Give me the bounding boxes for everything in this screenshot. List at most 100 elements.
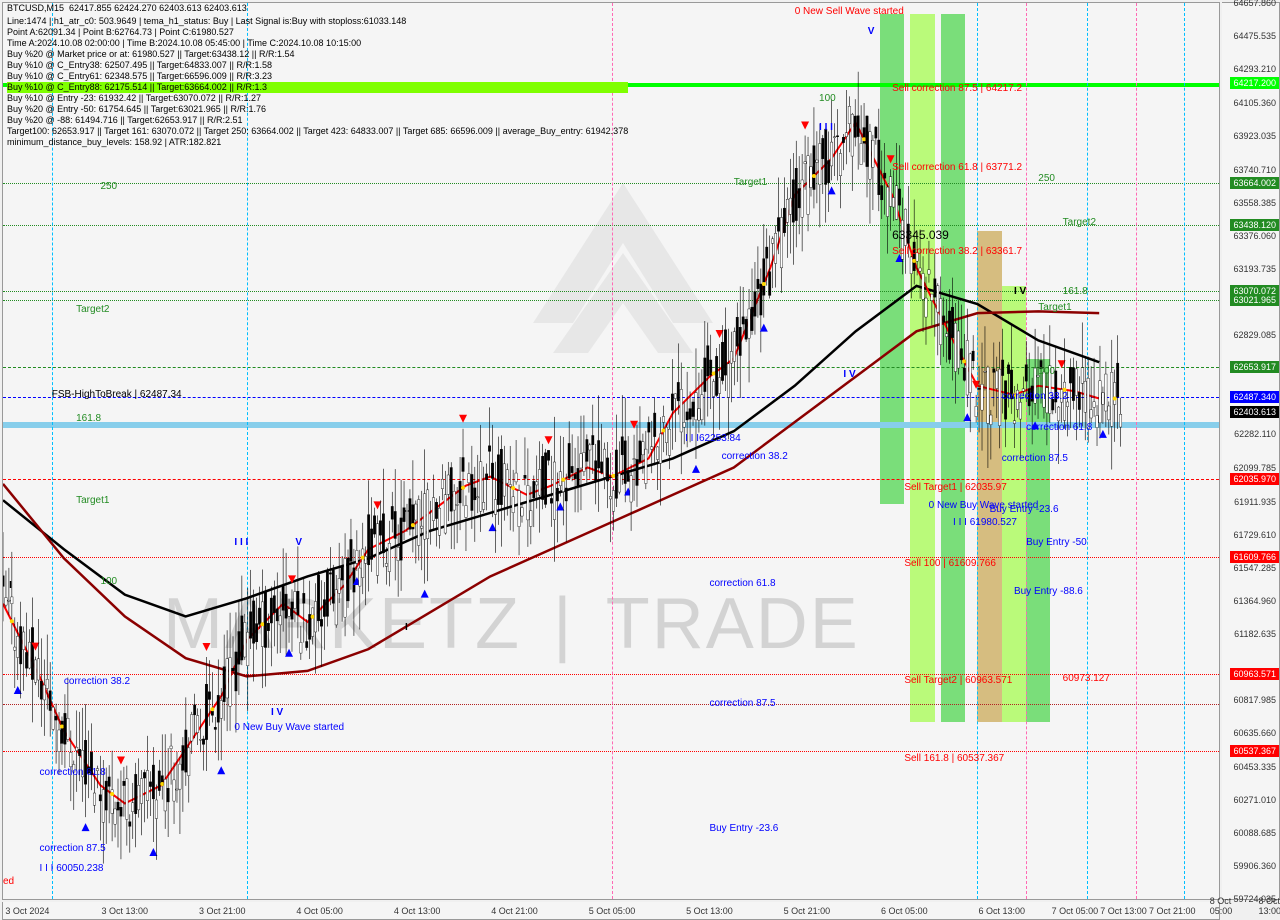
annotation: correction 87.5 [1002, 453, 1068, 464]
y-tick: 64105.360 [1233, 98, 1276, 108]
annotation: Target1 [734, 177, 767, 188]
annotation: correction 61.8 [709, 578, 775, 589]
price-label: 64217.200 [1230, 77, 1279, 89]
annotation: I I I 61980.527 [953, 517, 1017, 528]
annotation: Buy Entry -23.6 [990, 504, 1059, 515]
y-tick: 63923.035 [1233, 131, 1276, 141]
annotation: correction 87.5 [709, 698, 775, 709]
price-label: 62487.340 [1230, 391, 1279, 403]
x-tick: 7 Oct 21:00 [1149, 906, 1196, 916]
info-line: Buy %20 @ Market price or at: 61980.527 … [7, 49, 628, 60]
annotation: Sell correction 87.5 | 64217.2 [892, 83, 1022, 94]
y-tick: 64657.860 [1233, 0, 1276, 8]
annotation: Target2 [1063, 217, 1096, 228]
annotation: I I I62253.84 [685, 433, 741, 444]
annotation: Target1 [76, 495, 109, 506]
wave-label: I [9, 580, 12, 591]
x-tick: 7 Oct 05:00 [1052, 906, 1099, 916]
annotation: correction 61.8 [40, 767, 106, 778]
annotation: correction 61.8 [1026, 422, 1092, 433]
info-line: Line:1474 | h1_atr_c0: 503.9649 | tema_h… [7, 16, 628, 27]
annotation: Target1 [1038, 302, 1071, 313]
x-axis: 3 Oct 2024 3 Oct 13:00 3 Oct 21:00 4 Oct 05… [2, 902, 1220, 920]
info-line: Buy %10 @ C_Entry38: 62507.495 || Target… [7, 60, 628, 71]
annotation: 100 [819, 93, 836, 104]
y-tick: 61364.960 [1233, 596, 1276, 606]
y-tick: 61547.285 [1233, 563, 1276, 573]
annotation: Sell Target2 | 60963.571 [904, 675, 1012, 686]
y-tick: 60271.010 [1233, 795, 1276, 805]
y-tick: 61911.935 [1234, 497, 1276, 507]
price-label: 63664.002 [1230, 177, 1279, 189]
y-tick: 62099.785 [1233, 463, 1276, 473]
wave-label: V [295, 537, 302, 548]
annotation: 63345.039 [892, 228, 949, 242]
annotation: Buy Entry -23.6 [709, 823, 778, 834]
y-tick: 64475.535 [1233, 31, 1276, 41]
annotation: 161.8 [76, 413, 101, 424]
info-line: minimum_distance_buy_levels: 158.92 | AT… [7, 137, 628, 148]
wave-label: V [868, 26, 875, 37]
info-line: Buy %10 @ C_Entry88: 62175.514 || Target… [7, 82, 628, 93]
wave-label: I I I [819, 122, 833, 133]
annotation: Buy Entry -50 [1026, 537, 1087, 548]
x-tick: 6 Oct 05:00 [881, 906, 928, 916]
x-tick: 6 Oct 13:00 [978, 906, 1025, 916]
annotation: 0 New Sell Wave started [795, 6, 904, 17]
y-tick: 62829.085 [1233, 330, 1276, 340]
x-tick: 3 Oct 21:00 [199, 906, 246, 916]
x-tick: 4 Oct 21:00 [491, 906, 538, 916]
x-tick: 4 Oct 13:00 [394, 906, 441, 916]
annotation: FSB-HighToBreak | 62487.34 [52, 389, 182, 400]
price-label: 62653.917 [1230, 361, 1279, 373]
annotation: correction 87.5 [40, 843, 106, 854]
x-tick: 3 Oct 2024 [5, 906, 49, 916]
annotation: Sell 100 | 61609.766 [904, 558, 996, 569]
chart-symbol: BTCUSD,M15 62417.855 62424.270 62403.613… [7, 3, 247, 13]
annotation: Target2 [76, 304, 109, 315]
info-panel: Line:1474 | h1_atr_c0: 503.9649 | tema_h… [7, 5, 628, 148]
info-line: Time A:2024.10.08 02:00:00 | Time B:2024… [7, 38, 628, 49]
price-label: 61609.766 [1230, 551, 1279, 563]
x-tick: 7 Oct 13:00 [1100, 906, 1147, 916]
info-line: Buy %10 @ C_Entry61: 62348.575 || Target… [7, 71, 628, 82]
y-tick: 60453.335 [1233, 762, 1276, 772]
x-tick: 5 Oct 05:00 [589, 906, 636, 916]
annotation: Sell Target1 | 62035.97 [904, 482, 1007, 493]
y-tick: 63740.710 [1233, 165, 1276, 175]
annotation: Sell 161.8 | 60537.367 [904, 753, 1004, 764]
x-tick: 3 Oct 13:00 [102, 906, 149, 916]
y-tick: 61182.635 [1234, 629, 1276, 639]
y-tick: 63193.735 [1233, 264, 1276, 274]
annotation: ed [3, 876, 14, 887]
x-tick: 8 Oct 05:00 [1210, 896, 1233, 916]
info-line: Buy %20 @ Entry -50: 61754.645 || Target… [7, 104, 628, 115]
annotation: 0 New Buy Wave started [234, 722, 344, 733]
info-line: Target100: 62653.917 || Target 161: 6307… [7, 126, 628, 137]
info-line: Buy %10 @ Entry -23: 61932.42 || Target:… [7, 93, 628, 104]
annotation: Sell correction 38.2 | 63361.7 [892, 246, 1022, 257]
annotation: Buy Entry -88.6 [1014, 586, 1083, 597]
y-tick: 64293.210 [1233, 64, 1276, 74]
annotation: 250 [100, 181, 117, 192]
annotation: correction 38.2 [64, 676, 130, 687]
price-label: 63438.120 [1230, 219, 1279, 231]
annotation: I I I 60050.238 [40, 863, 104, 874]
x-tick: 8 Oct 13:00 [1258, 896, 1280, 916]
chart-plot-area[interactable]: MARKETZ | TRADE IVI I II VII I IVI VI V … [2, 2, 1220, 900]
y-tick: 63376.060 [1233, 231, 1276, 241]
annotation: 100 [1038, 366, 1055, 377]
y-tick: 62282.110 [1234, 429, 1276, 439]
y-tick: 63558.385 [1233, 198, 1276, 208]
x-tick: 4 Oct 05:00 [296, 906, 343, 916]
wave-label: I V [271, 707, 283, 718]
annotation: 60973.127 [1063, 673, 1110, 684]
wave-label: I V [843, 369, 855, 380]
annotation: 250 [1038, 173, 1055, 184]
price-label: 63021.965 [1230, 294, 1279, 306]
price-label: 60963.571 [1230, 668, 1279, 680]
y-axis: 64657.860 64475.535 64293.210 64105.360 6392… [1222, 2, 1280, 900]
y-tick: 60088.685 [1233, 828, 1276, 838]
y-tick: 61729.610 [1233, 530, 1276, 540]
y-tick: 59906.360 [1233, 861, 1276, 871]
